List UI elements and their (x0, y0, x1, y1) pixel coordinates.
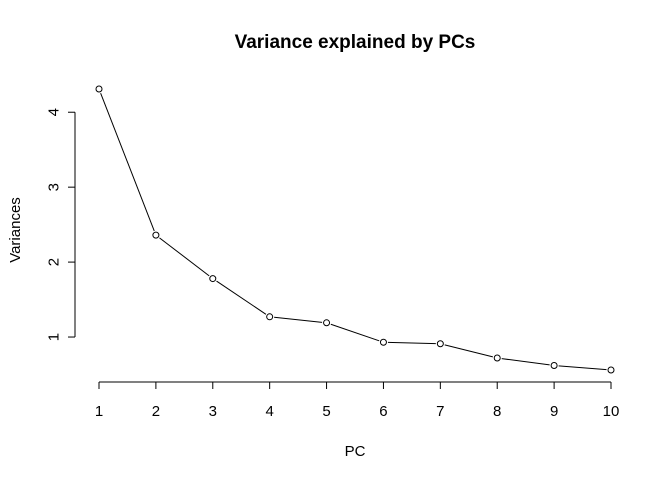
x-tick-label: 6 (379, 403, 387, 420)
series-line-segment (444, 344, 493, 358)
series-line-segment (387, 341, 436, 345)
y-axis-label: Variances (7, 197, 24, 263)
data-point (152, 231, 160, 239)
series-line-segment (330, 323, 380, 342)
x-tick-label: 1 (95, 403, 103, 420)
series-line-segment (159, 237, 210, 277)
series-line-segment (100, 93, 155, 232)
data-point (95, 85, 103, 93)
x-tick-label: 4 (265, 403, 273, 420)
x-tick-label: 2 (152, 403, 160, 420)
y-tick-label: 1 (46, 333, 63, 341)
x-tick-label: 3 (209, 403, 217, 420)
data-point (607, 366, 615, 374)
data-point (209, 275, 217, 283)
x-tick-label: 9 (550, 403, 558, 420)
x-axis-label: PC (345, 443, 366, 460)
x-tick-label: 10 (603, 403, 620, 420)
chart-title: Variance explained by PCs (235, 32, 476, 53)
data-point (266, 313, 274, 321)
y-tick-label: 4 (46, 108, 63, 116)
series-variances (95, 85, 615, 374)
x-tick-label: 8 (493, 403, 501, 420)
data-point (323, 319, 331, 327)
series-line-segment (558, 365, 607, 371)
data-point (436, 340, 444, 348)
series-line-segment (501, 358, 550, 366)
series-line-segment (216, 280, 267, 315)
y-tick-label: 3 (46, 183, 63, 191)
data-point (550, 362, 558, 370)
x-tick-label: 5 (322, 403, 330, 420)
y-axis: 1 2 3 4 (46, 108, 76, 341)
data-point (379, 338, 387, 346)
x-tick-label: 7 (436, 403, 444, 420)
data-point (493, 354, 501, 362)
series-line-segment (274, 316, 323, 323)
x-axis: 1 2 3 4 5 6 7 8 9 10 (95, 381, 620, 420)
y-tick-label: 2 (46, 258, 63, 266)
